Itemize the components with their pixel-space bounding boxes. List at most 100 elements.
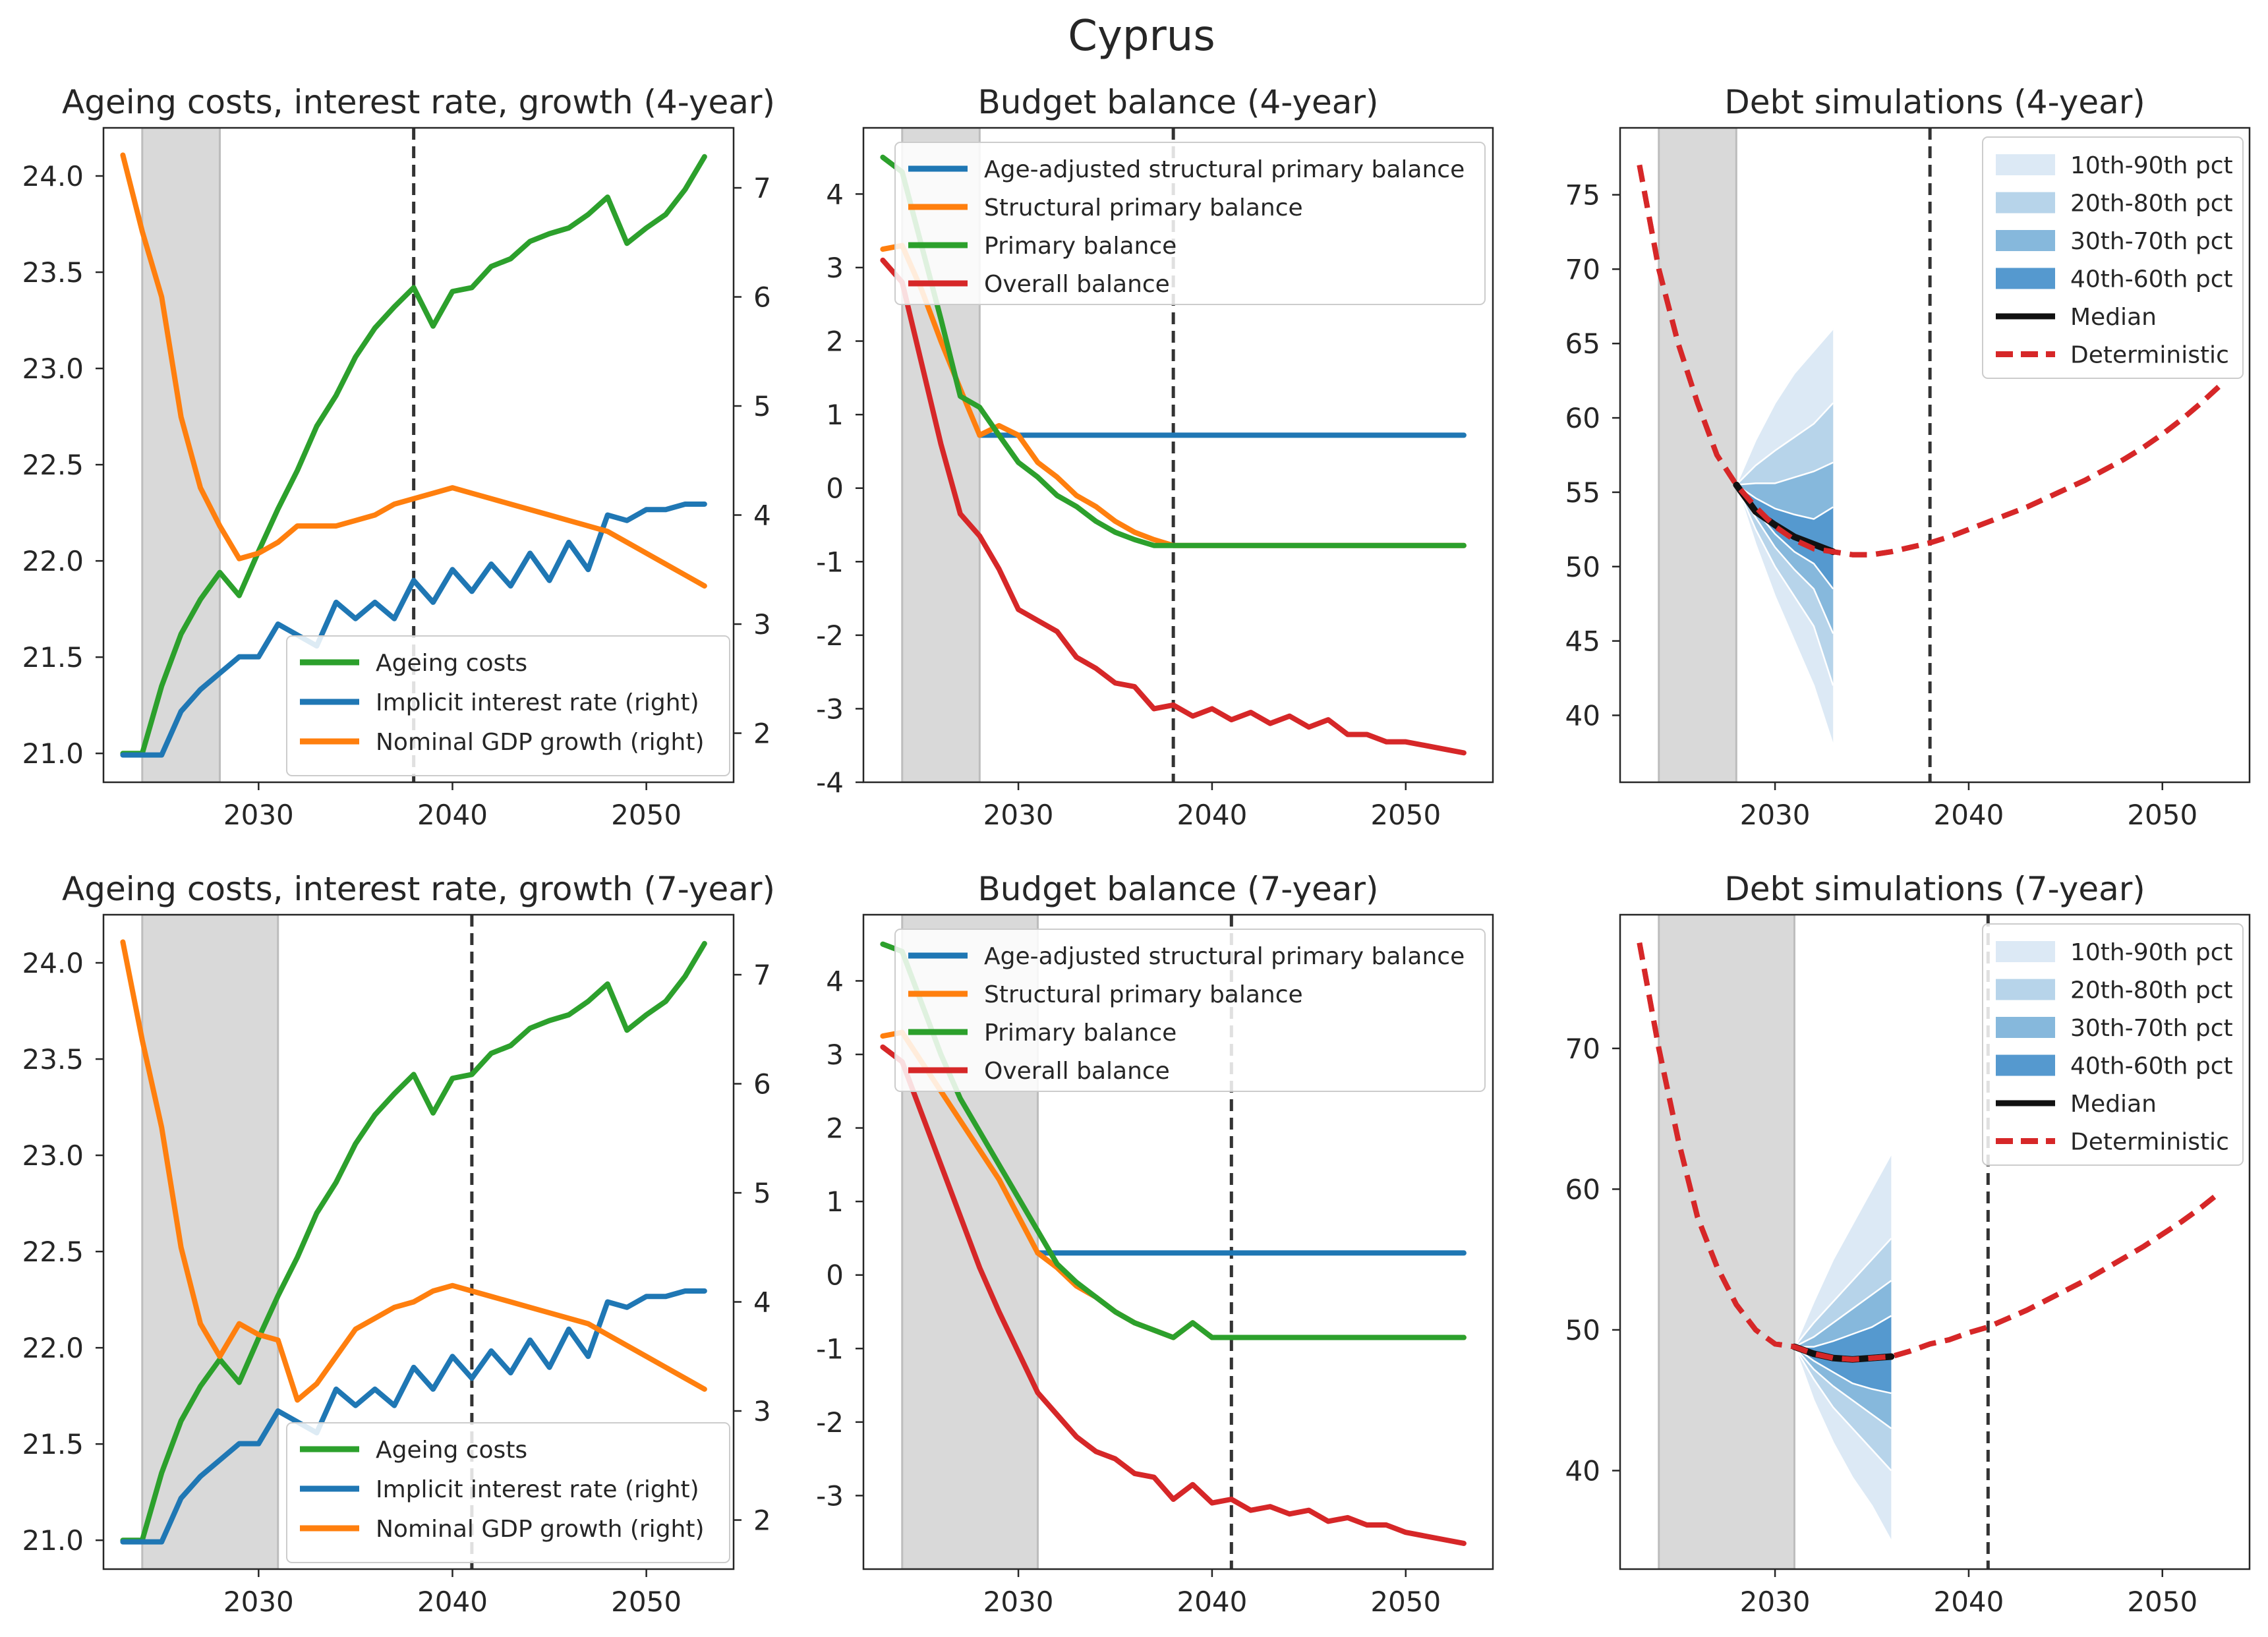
legend-label: Overall balance (984, 1058, 1170, 1085)
y-tick-label: -3 (816, 1479, 844, 1512)
legend-label: Primary balance (984, 233, 1177, 260)
y-tick-label: 0 (826, 473, 844, 505)
panel-title: Debt simulations (7-year) (1724, 870, 2145, 908)
series-line-nominal-gdp-growth-right (120, 939, 707, 1403)
y2-tick-label: 4 (753, 1286, 771, 1319)
fan-edge-p20 (1793, 1346, 1892, 1472)
y-tick-label: 0 (826, 1259, 844, 1292)
y-tick-label: -4 (816, 766, 844, 799)
figure-title: Cyprus (1068, 12, 1215, 61)
series-line-overall-balance (880, 257, 1467, 756)
legend: 10th-90th pct 20th-80th pct 30th-70th pct 4… (1982, 136, 2244, 379)
panel-title: Budget balance (7-year) (977, 870, 1378, 908)
panel-debt-7: Debt simulations (7-year) 2030 2040 2050 40 5… (1565, 870, 2251, 1618)
panel-debt-4: Debt simulations (4-year) 2030 2040 2050 40 4… (1565, 83, 2251, 831)
x-tick-label: 2030 (223, 799, 294, 831)
x-tick-label: 2050 (611, 1586, 682, 1618)
y-tick-label: 55 (1565, 476, 1600, 509)
series-line-deterministic-overlay (1637, 164, 2223, 558)
y2-tick-label: 5 (753, 1177, 771, 1209)
legend-label: 40th-60th pct (2070, 1053, 2233, 1080)
y2-tick-label: 2 (753, 1505, 771, 1537)
legend-label: Implicit interest rate (right) (376, 1476, 699, 1503)
series-line-implicit-interest-rate-right (120, 1288, 707, 1545)
legend-box (894, 142, 1486, 305)
x-tick-label: 2040 (1933, 799, 2004, 831)
legend-label: Median (2070, 304, 2157, 331)
x-tick-label: 2030 (983, 799, 1054, 831)
plot-area (1637, 915, 2223, 1569)
legend-label: Nominal GDP growth (right) (376, 1516, 705, 1543)
y-tick-label: 22.0 (22, 1332, 84, 1364)
axes-frame (1619, 913, 2251, 1570)
legend-label: 20th-80th pct (2070, 977, 2233, 1004)
series-line-deterministic-overlay (1637, 942, 2223, 1362)
y-tick-label: 22.5 (22, 1236, 84, 1268)
y-tick-label: 65 (1565, 328, 1600, 360)
fan-edge-p70 (1736, 461, 1834, 486)
y-tick-label: 23.5 (22, 256, 84, 289)
fan-edge-p40 (1793, 1346, 1892, 1394)
y-tick-label: 23.0 (22, 353, 84, 385)
y-tick-label: 1 (826, 399, 844, 431)
legend-label: Deterministic (2070, 1129, 2229, 1156)
legend-label: 20th-80th pct (2070, 190, 2233, 217)
y-tick-label: 60 (1565, 1173, 1600, 1205)
y-tick-label: 21.5 (22, 641, 84, 674)
legend: Ageing costs Implicit interest rate (righ… (286, 1422, 730, 1563)
legend-label: 30th-70th pct (2070, 1015, 2233, 1042)
y-tick-label: 2 (826, 1112, 844, 1145)
legend-box (286, 1422, 730, 1563)
fan-edge-p90 (1735, 328, 1834, 486)
fan-edge-p20 (1735, 484, 1834, 686)
panel-ageing-4: Ageing costs, interest rate, growth (4-y… (22, 83, 775, 831)
axes-frame (1619, 127, 2251, 784)
legend-label: Primary balance (984, 1020, 1177, 1047)
legend-label: 30th-70th pct (2070, 228, 2233, 255)
legend-label: Age-adjusted structural primary balance (984, 943, 1465, 970)
y-tick-label: 22.5 (22, 449, 84, 481)
y-tick-label: 1 (826, 1186, 844, 1218)
y2-tick-label: 7 (753, 172, 771, 204)
x-tick-label: 2040 (417, 799, 488, 831)
y-tick-label: 70 (1565, 1033, 1600, 1065)
y-tick-label: 21.0 (22, 737, 84, 770)
legend-label: Deterministic (2070, 342, 2229, 369)
x-tick-label: 2050 (611, 799, 682, 831)
x-tick-label: 2030 (1740, 799, 1811, 831)
y-tick-label: 60 (1565, 402, 1600, 434)
y-tick-label: 40 (1565, 699, 1600, 732)
legend: Age-adjusted structural primary balance S… (894, 929, 1486, 1092)
y-tick-label: 4 (826, 178, 844, 210)
y2-tick-label: 3 (753, 1395, 771, 1427)
legend-swatch (1996, 979, 2055, 1000)
legend-label: Overall balance (984, 271, 1170, 298)
legend: 10th-90th pct 20th-80th pct 30th-70th pct 4… (1982, 923, 2244, 1166)
series-line-overall-balance (880, 1044, 1467, 1546)
legend-swatch (1996, 230, 2055, 251)
legend-swatch (1996, 1054, 2055, 1076)
panel-title: Budget balance (4-year) (977, 83, 1378, 121)
legend-box (286, 635, 730, 776)
y2-tick-label: 7 (753, 959, 771, 991)
y-tick-label: -2 (816, 619, 844, 652)
y-tick-label: -1 (816, 1333, 844, 1365)
panel-budget-7: Budget balance (7-year) 2030 2040 2050 -3 -2 -… (816, 870, 1494, 1618)
y-tick-label: 2 (826, 326, 844, 358)
x-tick-label: 2040 (1177, 1586, 1247, 1618)
legend-label: Age-adjusted structural primary balance (984, 156, 1465, 183)
y-tick-label: 21.0 (22, 1524, 84, 1557)
y-tick-label: 45 (1565, 625, 1600, 658)
legend-label: 10th-90th pct (2070, 939, 2233, 966)
panel-title: Debt simulations (4-year) (1724, 83, 2145, 121)
y-tick-label: -2 (816, 1406, 844, 1439)
legend: Ageing costs Implicit interest rate (righ… (286, 635, 730, 776)
fan-edge-p90 (1793, 1153, 1892, 1348)
legend-swatch (1996, 268, 2055, 289)
legend-swatch (1996, 1017, 2055, 1038)
legend-label: Structural primary balance (984, 981, 1303, 1008)
adjustment-period-shade (1658, 915, 1795, 1569)
fan-edge-p60 (1735, 484, 1834, 520)
legend-label: Ageing costs (376, 1437, 527, 1464)
